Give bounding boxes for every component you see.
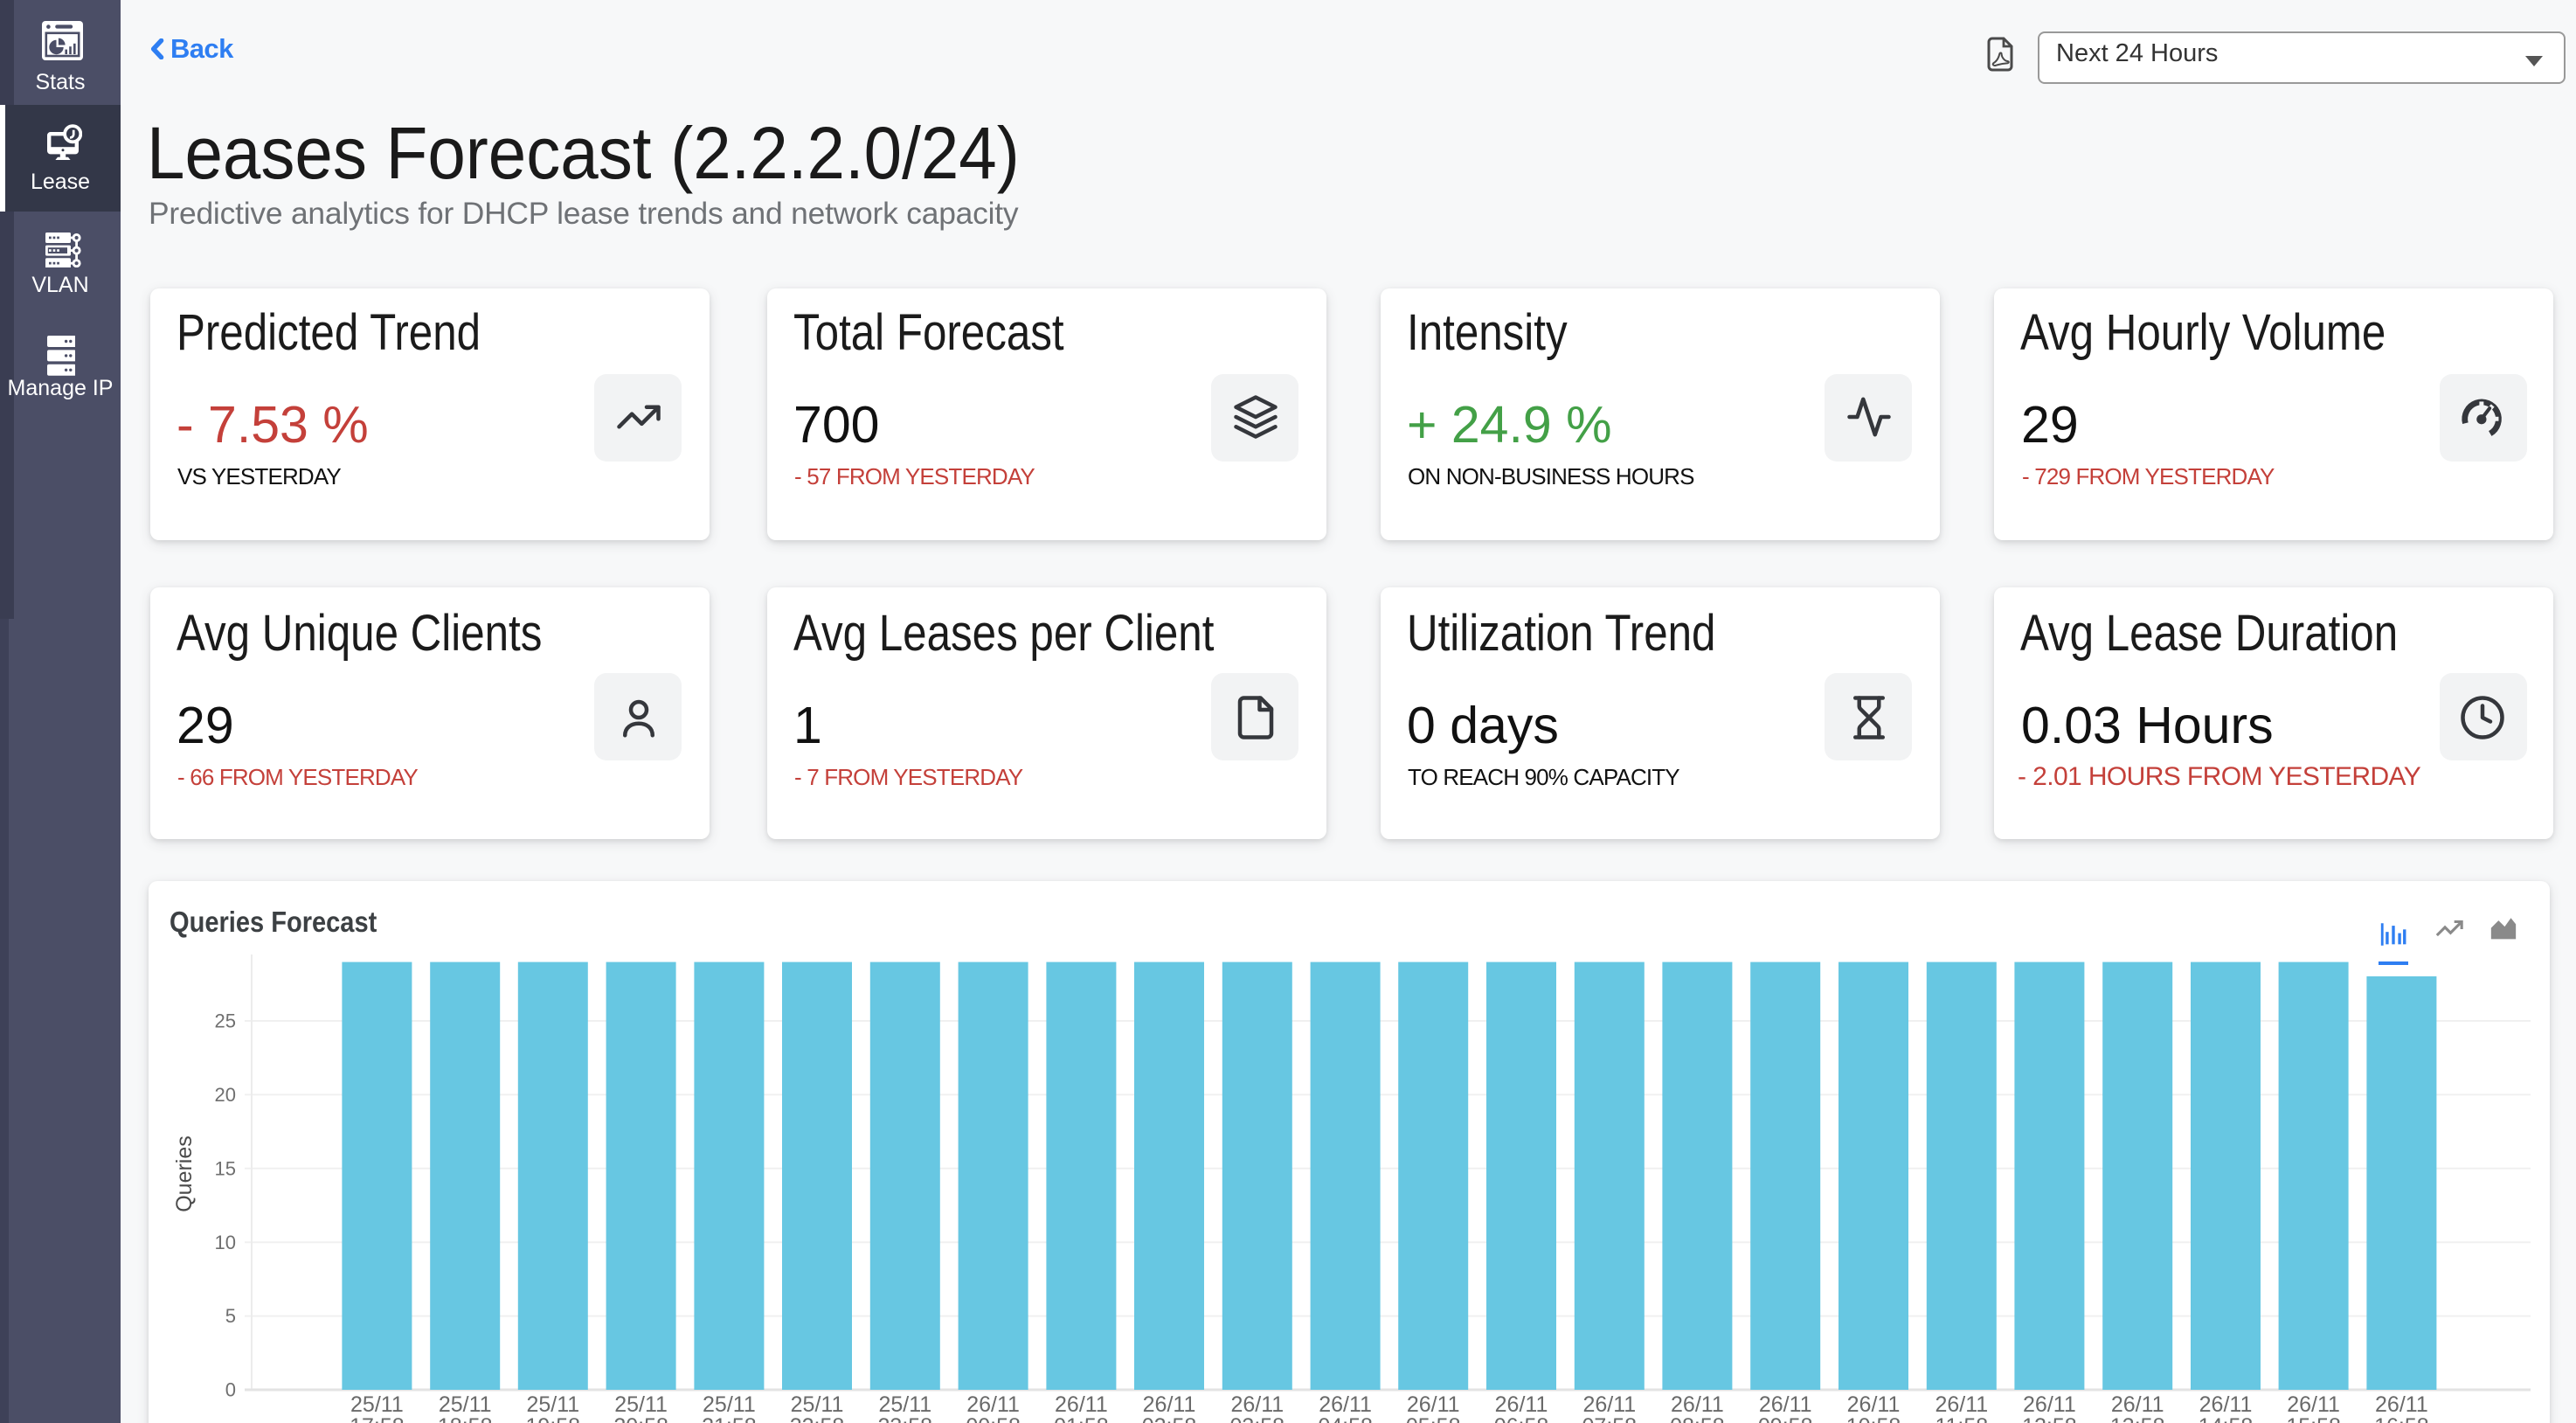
svg-text:06:58: 06:58	[1494, 1414, 1549, 1423]
svg-text:26/11: 26/11	[1495, 1392, 1548, 1417]
svg-text:5: 5	[225, 1305, 236, 1327]
svg-text:22:58: 22:58	[790, 1414, 845, 1423]
svg-text:11:58: 11:58	[1935, 1414, 1988, 1423]
svg-text:13:58: 13:58	[2110, 1414, 2165, 1423]
svg-text:05:58: 05:58	[1406, 1414, 1461, 1423]
svg-text:26/11: 26/11	[1671, 1392, 1724, 1417]
svg-text:25/11: 25/11	[439, 1392, 492, 1417]
svg-text:25/11: 25/11	[791, 1392, 844, 1417]
svg-text:26/11: 26/11	[2023, 1392, 2076, 1417]
svg-text:00:58: 00:58	[966, 1414, 1021, 1423]
svg-text:01:58: 01:58	[1054, 1414, 1109, 1423]
svg-text:15:58: 15:58	[2286, 1414, 2341, 1423]
svg-text:26/11: 26/11	[2287, 1392, 2340, 1417]
svg-text:0: 0	[225, 1379, 236, 1401]
svg-text:26/11: 26/11	[2199, 1392, 2253, 1417]
svg-text:10:58: 10:58	[1846, 1414, 1901, 1423]
svg-text:26/11: 26/11	[1935, 1392, 1988, 1417]
svg-text:07:58: 07:58	[1582, 1414, 1638, 1423]
svg-text:16:58: 16:58	[2374, 1414, 2429, 1423]
svg-text:02:58: 02:58	[1142, 1414, 1197, 1423]
svg-text:15: 15	[215, 1157, 236, 1179]
svg-text:26/11: 26/11	[1055, 1392, 1108, 1417]
svg-text:25/11: 25/11	[614, 1392, 668, 1417]
svg-text:17:58: 17:58	[350, 1414, 405, 1423]
svg-text:10: 10	[215, 1232, 236, 1253]
svg-text:25/11: 25/11	[703, 1392, 756, 1417]
svg-text:08:58: 08:58	[1670, 1414, 1725, 1423]
svg-text:26/11: 26/11	[1230, 1392, 1284, 1417]
svg-text:26/11: 26/11	[2111, 1392, 2164, 1417]
svg-text:18:58: 18:58	[438, 1414, 493, 1423]
svg-text:25/11: 25/11	[350, 1392, 404, 1417]
svg-text:20:58: 20:58	[613, 1414, 668, 1423]
svg-text:26/11: 26/11	[1847, 1392, 1901, 1417]
svg-text:25/11: 25/11	[526, 1392, 579, 1417]
svg-text:26/11: 26/11	[1582, 1392, 1636, 1417]
svg-text:09:58: 09:58	[1758, 1414, 1813, 1423]
svg-text:26/11: 26/11	[1143, 1392, 1196, 1417]
svg-text:04:58: 04:58	[1318, 1414, 1373, 1423]
svg-text:Queries: Queries	[172, 1135, 197, 1212]
svg-text:14:58: 14:58	[2199, 1414, 2254, 1423]
svg-text:26/11: 26/11	[1407, 1392, 1460, 1417]
svg-text:21:58: 21:58	[702, 1414, 757, 1423]
svg-text:03:58: 03:58	[1230, 1414, 1285, 1423]
svg-text:26/11: 26/11	[2375, 1392, 2428, 1417]
svg-text:26/11: 26/11	[1319, 1392, 1372, 1417]
svg-text:23:58: 23:58	[878, 1414, 933, 1423]
svg-text:12:58: 12:58	[2022, 1414, 2077, 1423]
svg-text:25/11: 25/11	[878, 1392, 931, 1417]
svg-text:20: 20	[215, 1084, 236, 1106]
svg-text:26/11: 26/11	[966, 1392, 1020, 1417]
svg-text:26/11: 26/11	[1759, 1392, 1812, 1417]
svg-text:25: 25	[215, 1010, 236, 1032]
svg-text:19:58: 19:58	[526, 1414, 581, 1423]
